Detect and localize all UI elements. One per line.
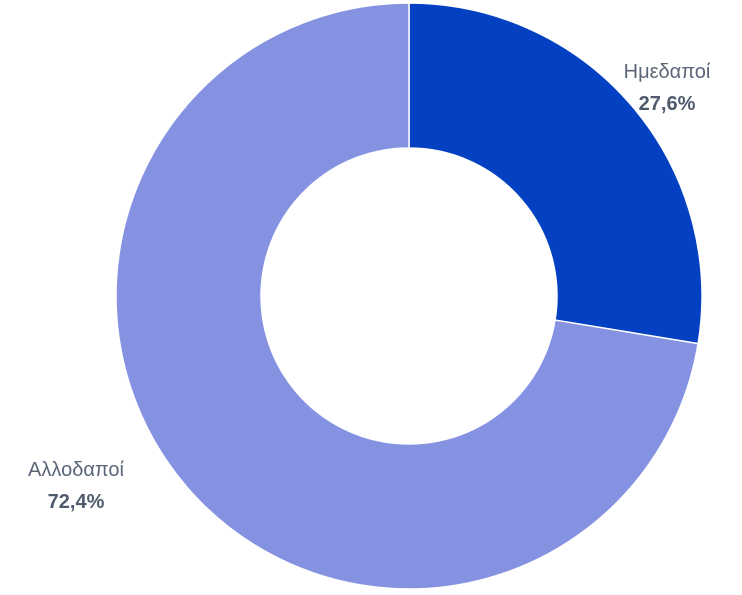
slice-label-value-allodapoi: 72,4% xyxy=(48,491,105,513)
slice-imedapoi xyxy=(408,2,703,345)
slice-allodapoi xyxy=(115,2,699,590)
labels-group: Ημεδαποί 27,6% Αλλοδαποί 72,4% xyxy=(28,61,711,513)
slice-label-name-allodapoi: Αλλοδαποί xyxy=(28,459,124,481)
slice-label-value-imedapoi: 27,6% xyxy=(639,93,696,115)
slices-group xyxy=(115,2,703,590)
slice-label-name-imedapoi: Ημεδαποί xyxy=(624,61,711,83)
